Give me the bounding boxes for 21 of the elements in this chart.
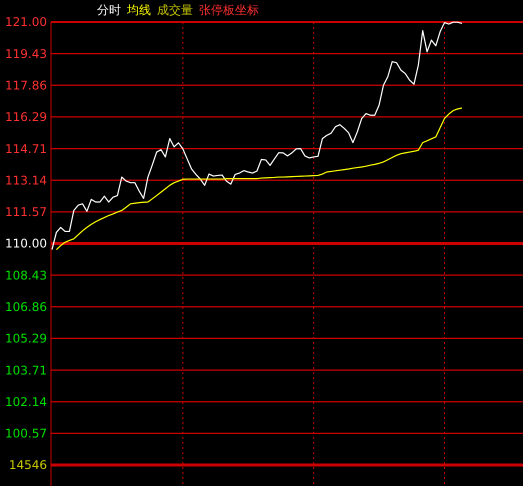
y-tick-label: 117.86 xyxy=(5,78,47,92)
y-tick-label: 108.43 xyxy=(5,268,47,282)
text: 张停板坐标 xyxy=(199,3,259,17)
text: 成交量 xyxy=(157,3,193,17)
line-series xyxy=(51,22,463,250)
y-tick-label: 100.57 xyxy=(5,426,47,441)
y-tick-label: 116.29 xyxy=(5,110,47,124)
y-tick-label: 105.29 xyxy=(5,332,47,346)
line-series xyxy=(56,107,463,250)
y-tick-label: 119.43 xyxy=(5,46,47,61)
y-tick-label: 113.14 xyxy=(5,173,47,188)
y-tick-label: 121.00 xyxy=(5,15,47,30)
y-tick-label: 110.00 xyxy=(5,236,47,251)
y-tick-label: 111.57 xyxy=(5,205,47,220)
text: 分时 xyxy=(97,3,121,17)
text: 均线 xyxy=(126,3,151,17)
y-tick-label: 114.71 xyxy=(5,142,47,156)
y-tick-label: 106.86 xyxy=(5,300,47,314)
y-tick-label: 102.14 xyxy=(5,394,47,409)
text: 14546 xyxy=(8,458,47,472)
y-tick-label: 103.71 xyxy=(5,363,47,378)
